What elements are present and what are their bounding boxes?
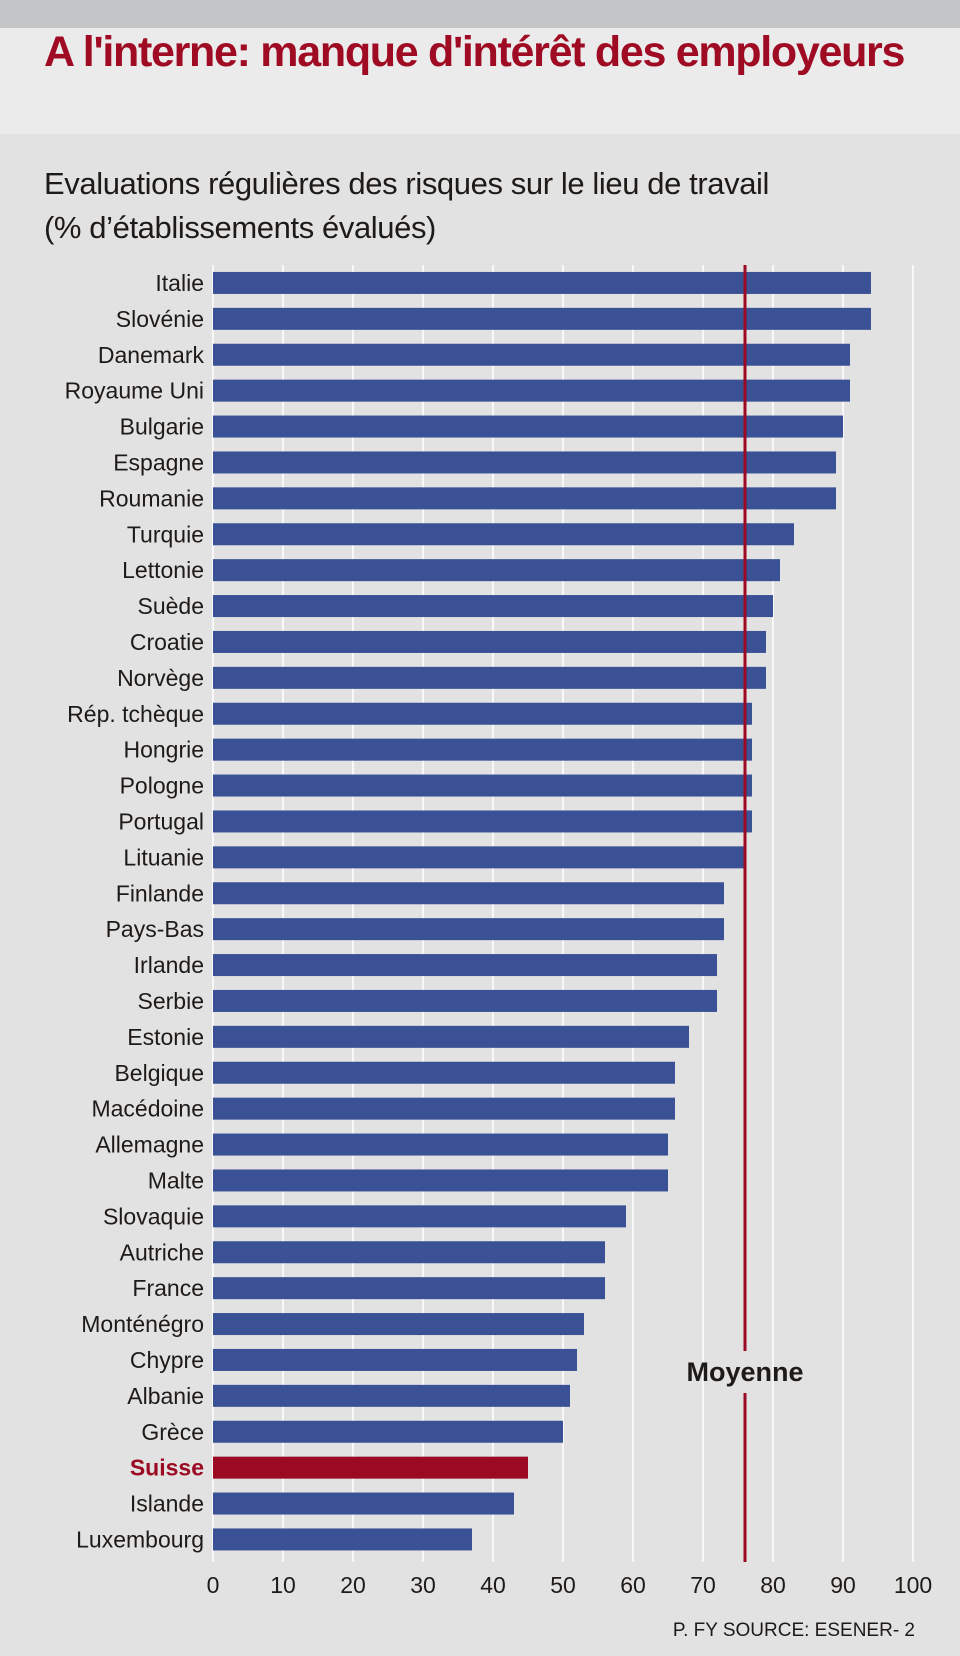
category-label: Hongrie: [123, 737, 204, 763]
average-label: Moyenne: [686, 1357, 803, 1387]
category-label: Macédoine: [91, 1096, 204, 1122]
tick-label: 80: [760, 1572, 786, 1598]
category-label: Rép. tchèque: [67, 701, 204, 727]
bar: [213, 774, 752, 797]
category-label: Lettonie: [122, 557, 204, 583]
category-label: Pologne: [120, 773, 204, 799]
bar: [213, 1277, 605, 1300]
bar: [213, 1241, 605, 1264]
category-label: Autriche: [120, 1239, 204, 1265]
tick-label: 100: [894, 1572, 932, 1598]
bar: [213, 1492, 514, 1515]
bar: [213, 1348, 577, 1371]
category-label: Royaume Uni: [65, 378, 204, 404]
category-label: Roumanie: [99, 485, 204, 511]
category-label: Belgique: [114, 1060, 204, 1086]
bar: [213, 379, 850, 402]
bar: [213, 1528, 472, 1551]
category-label: Malte: [148, 1167, 204, 1193]
bar: [213, 954, 717, 977]
bar: [213, 1456, 528, 1479]
tick-label: 60: [620, 1572, 646, 1598]
bar: [213, 989, 717, 1012]
bar: [213, 1205, 626, 1228]
category-label: Italie: [155, 270, 204, 296]
subtitle-line-2: (% d’établissements évalués): [44, 210, 436, 245]
category-label: Luxembourg: [76, 1526, 204, 1552]
bar: [213, 559, 780, 582]
category-label: Grèce: [141, 1419, 204, 1445]
bar: [213, 1097, 675, 1120]
tick-label: 70: [690, 1572, 716, 1598]
bar: [213, 487, 836, 510]
category-label: Lituanie: [123, 844, 204, 870]
category-label: Estonie: [127, 1024, 204, 1050]
bar: [213, 1169, 668, 1192]
category-label: Norvège: [117, 665, 204, 691]
category-label: Bulgarie: [120, 414, 204, 440]
tick-label: 90: [830, 1572, 856, 1598]
bar: [213, 630, 766, 653]
bar: [213, 1420, 563, 1443]
category-label: Islande: [130, 1491, 204, 1517]
category-label: Monténégro: [81, 1311, 204, 1337]
bar: [213, 523, 794, 546]
bar: [213, 271, 871, 294]
tick-label: 20: [340, 1572, 366, 1598]
bar: [213, 882, 724, 905]
bar: [213, 1384, 570, 1407]
category-label: Chypre: [130, 1347, 204, 1373]
category-label: Slovénie: [116, 306, 204, 332]
category-label: Serbie: [138, 988, 204, 1014]
subtitle-line-1: Evaluations régulières des risques sur l…: [44, 166, 770, 201]
bar: [213, 810, 752, 833]
category-label: Albanie: [127, 1383, 204, 1409]
bar: [213, 846, 745, 869]
tick-label: 40: [480, 1572, 506, 1598]
top-strip: [0, 0, 960, 28]
tick-label: 30: [410, 1572, 436, 1598]
category-label: Danemark: [98, 342, 205, 368]
bar: [213, 1061, 675, 1084]
source-credit: P. FY SOURCE: ESENER- 2: [672, 1620, 915, 1641]
bar: [213, 738, 752, 761]
bar: [213, 307, 871, 330]
bar: [213, 451, 836, 474]
bar: [213, 415, 843, 438]
category-label: Portugal: [118, 808, 204, 834]
bar: [213, 702, 752, 725]
category-label: Slovaquie: [103, 1203, 204, 1229]
tick-label: 0: [207, 1572, 220, 1598]
category-label: Irlande: [134, 952, 204, 978]
bar: [213, 918, 724, 941]
category-label: France: [132, 1275, 204, 1301]
bar: [213, 595, 773, 618]
page-title: A l'interne: manque d'intérêt des employ…: [44, 28, 905, 76]
bar: [213, 1313, 584, 1336]
category-label: Allemagne: [95, 1132, 204, 1158]
bar: [213, 666, 766, 689]
category-label: Pays-Bas: [106, 916, 204, 942]
bar: [213, 1133, 668, 1156]
bar: [213, 1025, 689, 1048]
chart-subtitle: Evaluations régulières des risques sur l…: [44, 162, 769, 250]
category-label: Suède: [137, 593, 204, 619]
tick-label: 10: [270, 1572, 296, 1598]
category-label: Finlande: [116, 880, 204, 906]
bar: [213, 343, 850, 366]
category-label: Croatie: [130, 629, 204, 655]
category-label: Turquie: [127, 521, 204, 547]
header-band: [0, 28, 960, 134]
category-label: Espagne: [113, 449, 204, 475]
category-label: Suisse: [130, 1455, 204, 1481]
tick-label: 50: [550, 1572, 576, 1598]
